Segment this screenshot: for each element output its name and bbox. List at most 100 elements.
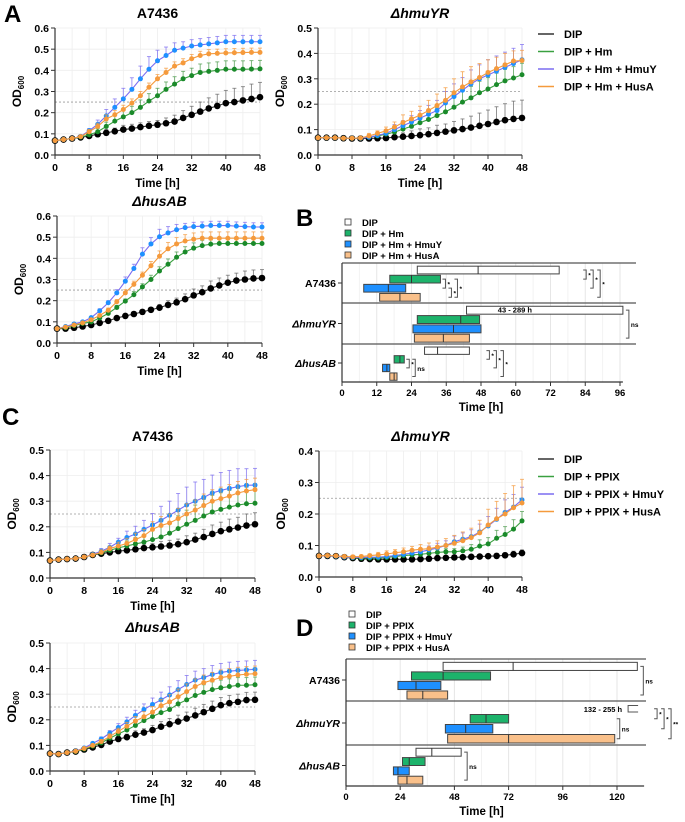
y-tick-label: 0.1 [29,547,44,559]
data-point [158,523,164,529]
range-bar [424,346,470,355]
data-point [209,677,215,683]
range-bar [389,274,441,284]
data-point [259,235,265,241]
data-point [501,551,509,559]
x-tick-label: 48 [449,792,460,803]
data-point [128,125,136,132]
data-point [434,544,440,550]
data-point [252,500,258,506]
significance-bracket [406,358,410,369]
data-point [200,533,208,541]
y-tick-label: 0.0 [29,766,44,778]
data-point [216,223,222,229]
data-point [223,39,229,45]
x-tick-label: 0 [343,792,348,803]
group-0: A7436 ****** [305,265,605,302]
chart-title: ΔhusAB [124,619,180,635]
data-point [417,120,423,126]
range-bar [393,355,405,364]
x-tick-label: 48 [254,162,266,174]
data-point [494,82,499,88]
y-tick-label: 0.0 [298,572,313,584]
data-point [233,223,239,229]
significance-label: * [453,291,456,298]
x-tick-label: 48 [516,584,528,596]
range-bar [389,372,398,381]
data-point [174,241,180,247]
series-dip-hm-husa [315,49,525,141]
y-tick-label: 0.5 [34,44,49,56]
data-point [383,128,389,134]
data-point [150,701,155,707]
data-point [141,539,147,545]
range-bar [382,363,391,373]
series-dip-ppix-husa [316,478,525,560]
data-point [425,555,433,563]
significance-label: * [602,282,605,289]
x-tick-label: 16 [112,585,124,597]
data-point [443,97,448,103]
data-point [226,673,232,679]
data-point [141,533,147,539]
series-dip-hm-husa [54,231,265,332]
legend-swatch [344,218,352,226]
data-point [139,272,145,278]
data-point [519,58,525,64]
data-point [172,63,178,69]
data-point [158,703,164,709]
x-tick-label: 120 [609,792,625,803]
significance-bracket [412,358,416,378]
data-point [199,223,205,229]
x-tick-label: 32 [448,162,460,174]
data-point [190,292,197,299]
data-point [252,671,258,677]
legend-item: DIP + Hm + HusA [564,82,654,94]
data-point [129,100,135,106]
data-point [207,285,215,292]
x-tick-label: 40 [222,350,234,362]
data-point [98,549,104,555]
data-point [208,530,216,538]
data-point [467,124,475,131]
data-point [451,104,457,110]
data-point [120,126,127,133]
data-point [511,505,517,511]
data-point [174,718,182,725]
data-point [162,119,170,127]
y-tick-label: 0.4 [297,48,312,60]
data-point [443,109,448,115]
data-point [140,544,148,552]
data-point [191,245,197,251]
data-point [241,276,249,283]
data-point [233,277,240,284]
data-point [208,223,214,229]
data-point [141,707,147,713]
y-axis-label: OD600 [273,75,289,107]
data-point [47,558,53,564]
data-point [208,235,214,241]
data-point [257,66,263,72]
data-point [114,304,120,310]
data-point [409,123,414,129]
data-point [145,122,153,130]
data-point [231,66,237,72]
y-tick-label: 0.2 [297,99,312,111]
data-point [131,292,137,298]
data-point [242,241,248,247]
range-bar [397,680,442,691]
data-point [157,268,162,274]
legend-item: DIP + PPIX + HmuY [564,489,665,501]
panel-label-b: B [296,205,313,232]
data-point [148,277,154,282]
range-bar [466,305,624,315]
data-point [167,707,173,713]
y-axis-label: OD600 [5,691,21,723]
data-point [158,534,164,540]
growth-chart-4: 0.0 0.1 0.2 0.3 0.4 0 8 16 24 32 40 48 ΔhmuYR OD600 [274,428,528,596]
data-point [214,40,220,46]
data-point [240,50,246,56]
chart-title: ΔhmuYR [390,428,450,444]
data-point [197,42,203,48]
data-point [234,698,242,706]
